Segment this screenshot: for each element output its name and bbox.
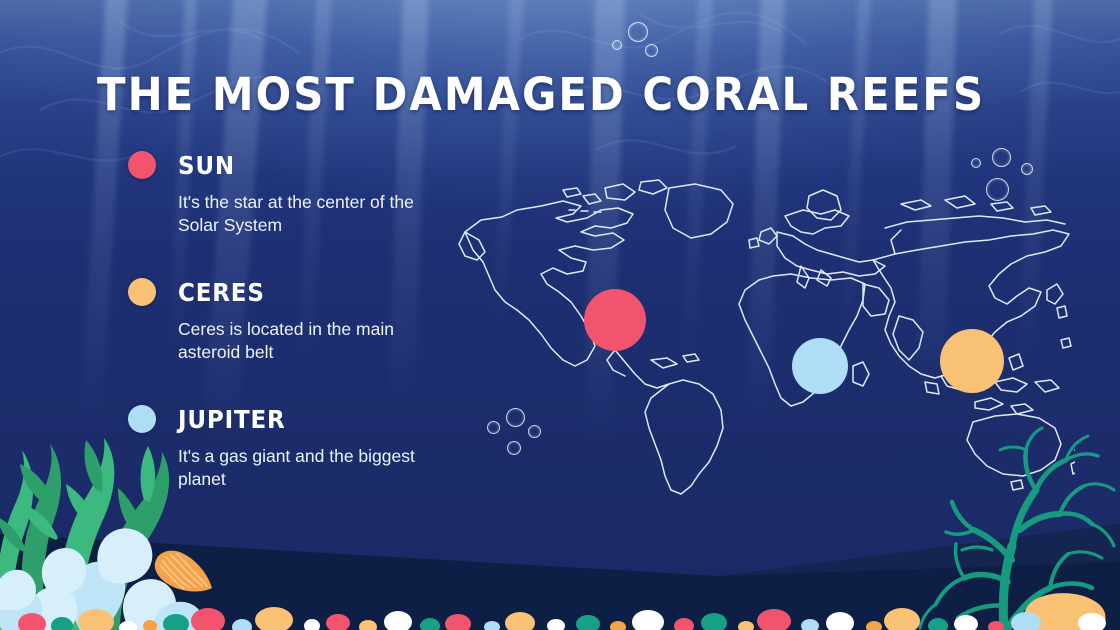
legend-item-description: Ceres is located in the main asteroid be… (178, 319, 394, 362)
ceres-marker (940, 329, 1004, 393)
legend-item-title: CERES (178, 277, 265, 307)
seabed (0, 524, 1120, 630)
water-caustics-texture (0, 11, 1120, 162)
pebble-row (18, 607, 1106, 630)
coral-icon-right (918, 426, 1116, 630)
legend-item-jupiter: JUPITER It's a gas giant and the biggest… (128, 404, 448, 491)
pebble (18, 607, 1106, 630)
jupiter-dot (128, 405, 156, 433)
legend-item-description: It's the star at the center of the Solar… (178, 192, 414, 235)
ceres-dot (128, 278, 156, 306)
sun-marker (584, 289, 646, 351)
legend-row: SUN (128, 150, 448, 180)
sun-dot (128, 151, 156, 179)
world-map (455, 170, 1075, 500)
page-title: THE MOST DAMAGED CORAL REEFS (97, 68, 986, 121)
legend-list: SUN It's the star at the center of the S… (128, 150, 448, 491)
seaweed-and-coral-left (0, 438, 204, 630)
legend-item-sun: SUN It's the star at the center of the S… (128, 150, 448, 237)
legend-row: CERES (128, 277, 448, 307)
legend-item-ceres: CERES Ceres is located in the main aster… (128, 277, 448, 364)
legend-item-description: It's a gas giant and the biggest planet (178, 446, 415, 489)
jupiter-marker (792, 338, 848, 394)
legend-item-title: SUN (178, 150, 235, 180)
legend-item-title: JUPITER (178, 404, 286, 434)
seashell-icon (154, 550, 212, 592)
legend-row: JUPITER (128, 404, 448, 434)
